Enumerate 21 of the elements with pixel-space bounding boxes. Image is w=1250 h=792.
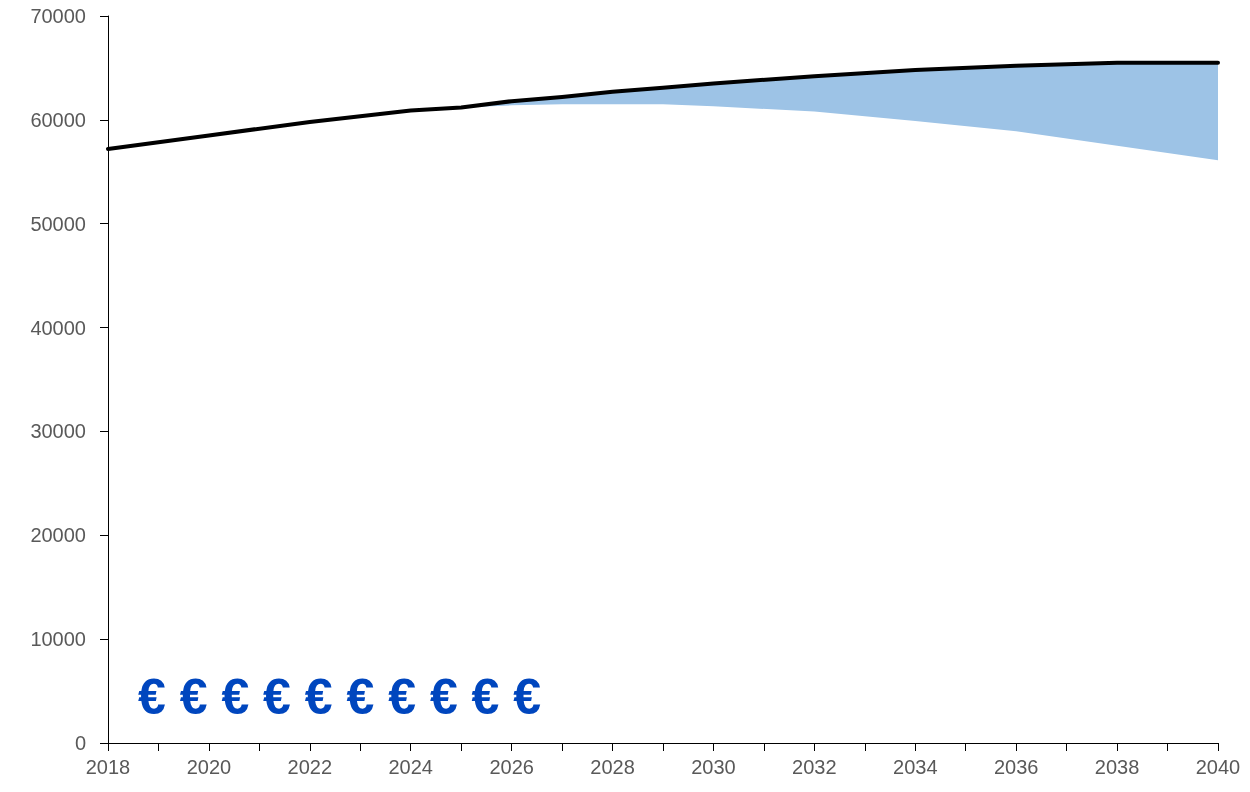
- x-tick-label: 2026: [489, 756, 534, 778]
- y-tick-label: 60000: [30, 108, 86, 131]
- y-tick-label: 70000: [30, 5, 86, 27]
- x-tick-label: 2034: [893, 756, 938, 778]
- y-tick-label: 30000: [30, 420, 86, 443]
- x-tick-label: 2032: [792, 756, 837, 778]
- y-tick-label: 50000: [30, 212, 86, 235]
- x-tick-label: 2030: [691, 756, 736, 778]
- y-tick-label: 10000: [30, 628, 86, 651]
- y-tick-label: 40000: [30, 316, 86, 339]
- x-tick-label: 2018: [85, 756, 131, 778]
- x-tick-label: 2024: [388, 756, 433, 778]
- y-tick-label: 20000: [30, 524, 86, 547]
- x-tick-label: 2036: [993, 756, 1039, 778]
- annotation: € € € € € € € € € €: [138, 669, 542, 725]
- x-tick-label: 2022: [287, 756, 333, 778]
- x-tick-label: 2020: [186, 756, 232, 778]
- x-tick-label: 2038: [1094, 756, 1140, 778]
- y-tick-label: 0: [74, 732, 86, 754]
- x-tick-label: 2040: [1195, 756, 1241, 778]
- x-tick-label: 2028: [590, 756, 635, 778]
